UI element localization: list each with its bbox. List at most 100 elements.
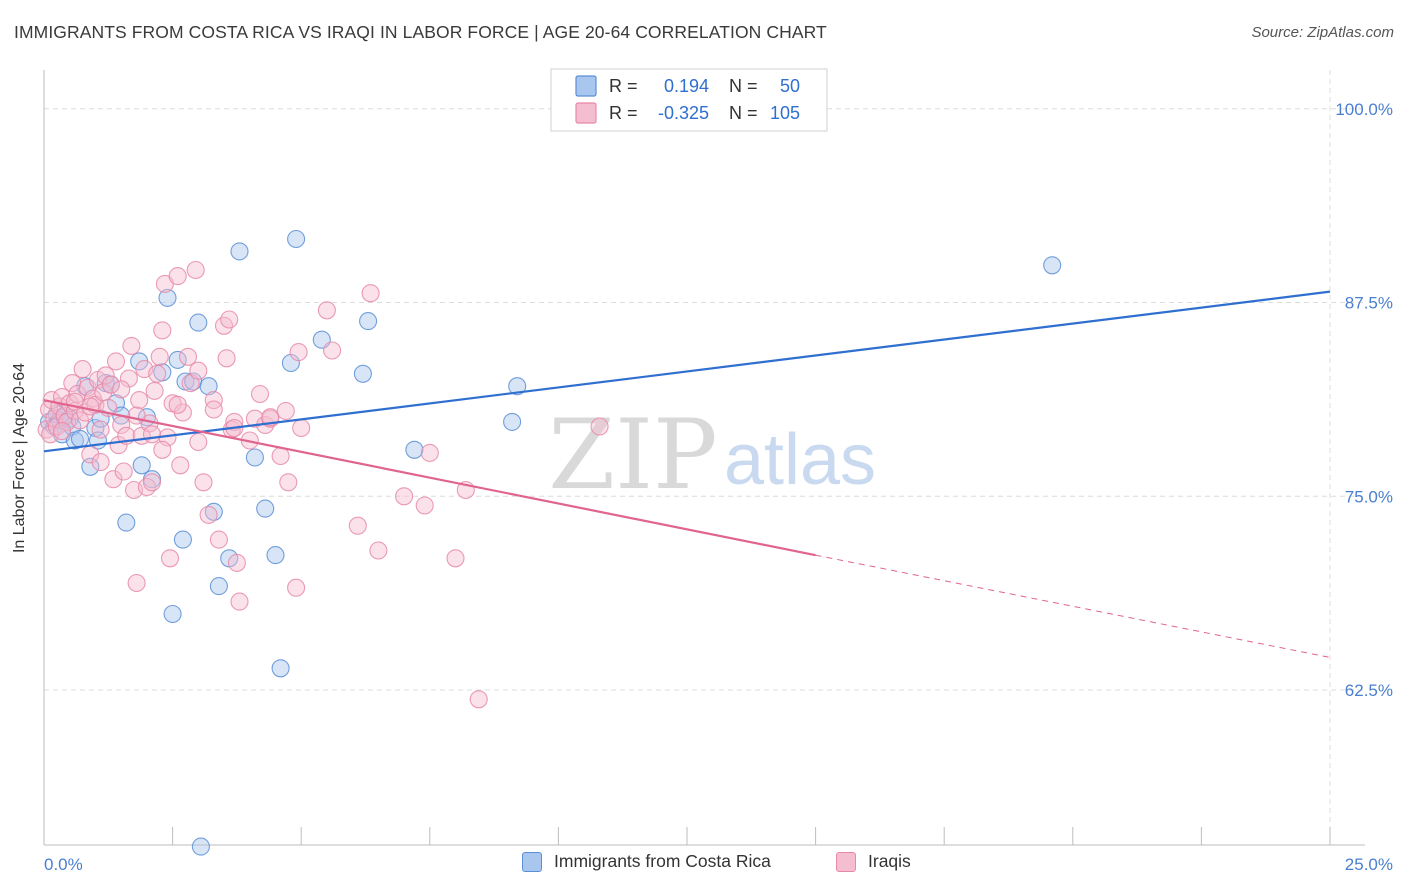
data-point xyxy=(256,499,275,518)
data-point xyxy=(117,513,136,532)
data-point xyxy=(469,690,488,709)
data-point xyxy=(132,456,151,475)
data-point xyxy=(122,336,141,355)
y-tick-label: 87.5% xyxy=(1345,294,1393,313)
data-point xyxy=(503,412,522,431)
legend-r-value-2: -0.325 xyxy=(658,103,709,123)
data-point xyxy=(178,347,198,366)
grid-layer xyxy=(44,70,1365,845)
data-point xyxy=(186,260,205,280)
y-tick-label: 100.0% xyxy=(1335,100,1393,119)
data-point xyxy=(142,473,162,492)
data-point xyxy=(508,377,527,396)
data-point xyxy=(245,409,264,428)
points-layer xyxy=(37,229,1062,856)
data-point xyxy=(348,516,367,535)
data-point xyxy=(191,837,210,856)
series-costa-rica xyxy=(40,229,1062,856)
data-point xyxy=(91,420,110,439)
data-point xyxy=(261,408,280,427)
legend-label-iraqis: Iraqis xyxy=(868,851,911,871)
data-point xyxy=(279,473,298,492)
data-point xyxy=(204,400,223,419)
legend-swatch-pink xyxy=(575,102,597,124)
data-point xyxy=(127,406,146,425)
legend-label-costa-rica: Immigrants from Costa Rica xyxy=(554,851,771,871)
data-point xyxy=(250,384,270,404)
data-point xyxy=(70,429,90,448)
data-point xyxy=(148,364,167,383)
data-point xyxy=(168,267,187,286)
data-point xyxy=(209,577,228,596)
data-point xyxy=(189,313,208,332)
data-point xyxy=(271,659,290,678)
legend-item-costa-rica: Immigrants from Costa Rica xyxy=(522,851,771,872)
data-point xyxy=(158,288,177,307)
watermark: ZIP atlas xyxy=(548,399,876,511)
x-tick-label: 25.0% xyxy=(1345,855,1393,874)
data-point xyxy=(395,487,414,506)
data-point xyxy=(353,364,372,383)
data-point xyxy=(150,347,169,366)
data-point xyxy=(91,453,110,472)
series-legend: Immigrants from Costa Rica Iraqis xyxy=(0,851,1406,877)
data-point xyxy=(163,604,182,624)
data-point xyxy=(153,440,172,459)
y-tick-label: 62.5% xyxy=(1345,681,1393,700)
data-point xyxy=(142,425,162,444)
data-point xyxy=(168,395,187,414)
legend-swatch-costa-rica xyxy=(522,851,542,872)
data-point xyxy=(276,401,295,421)
data-point xyxy=(73,360,92,379)
data-point xyxy=(271,446,290,466)
data-point xyxy=(415,496,434,515)
data-point xyxy=(114,462,133,481)
data-point xyxy=(189,361,208,380)
data-point xyxy=(292,418,311,438)
data-point xyxy=(405,440,424,459)
data-point xyxy=(171,456,190,475)
legend-n-value-1: 50 xyxy=(780,76,800,96)
y-tick-label: 75.0% xyxy=(1345,487,1393,506)
legend-item-iraqis: Iraqis xyxy=(836,851,911,872)
data-point xyxy=(81,457,100,476)
data-point xyxy=(590,417,609,436)
legend-r-label-1: R = xyxy=(609,76,638,96)
legend-n-label-2: N = xyxy=(729,103,758,123)
data-point xyxy=(230,592,249,611)
legend-r-value-1: 0.194 xyxy=(664,76,709,96)
data-point xyxy=(361,284,380,303)
data-point xyxy=(369,541,388,560)
data-point xyxy=(420,443,439,462)
legend-n-label-1: N = xyxy=(729,76,758,96)
legend-r-label-2: R = xyxy=(609,103,638,123)
data-point xyxy=(227,553,246,572)
data-point xyxy=(217,349,236,368)
source-credit: Source: ZipAtlas.com xyxy=(1251,24,1394,41)
trend-line-costa-rica xyxy=(43,290,1331,453)
data-point xyxy=(153,321,172,340)
data-point xyxy=(204,391,223,410)
stats-legend: R = 0.194 N = 50 R = -0.325 N = 105 xyxy=(550,68,828,132)
data-point xyxy=(130,391,149,410)
watermark-zip: ZIP xyxy=(548,399,717,511)
trend-line-iraqis-extension xyxy=(815,554,1331,658)
data-point xyxy=(266,546,285,565)
data-point xyxy=(81,397,100,416)
chart-title: IMMIGRANTS FROM COSTA RICA VS IRAQI IN L… xyxy=(14,22,827,42)
data-point xyxy=(317,301,336,320)
axis-layer xyxy=(43,70,1365,846)
data-point xyxy=(106,352,126,371)
data-point xyxy=(204,502,223,521)
data-point xyxy=(145,381,164,400)
data-point xyxy=(160,549,180,568)
data-point xyxy=(199,377,218,396)
data-point xyxy=(287,229,306,249)
data-point xyxy=(245,448,264,467)
data-point xyxy=(173,530,192,549)
data-point xyxy=(168,350,187,369)
trend-layer xyxy=(43,290,1331,658)
data-point xyxy=(96,366,115,385)
data-point xyxy=(189,432,208,452)
